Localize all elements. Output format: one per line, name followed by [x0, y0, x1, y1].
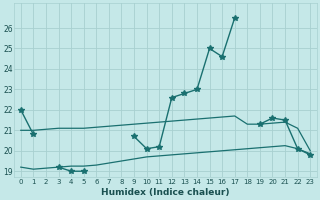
X-axis label: Humidex (Indice chaleur): Humidex (Indice chaleur) — [101, 188, 230, 197]
